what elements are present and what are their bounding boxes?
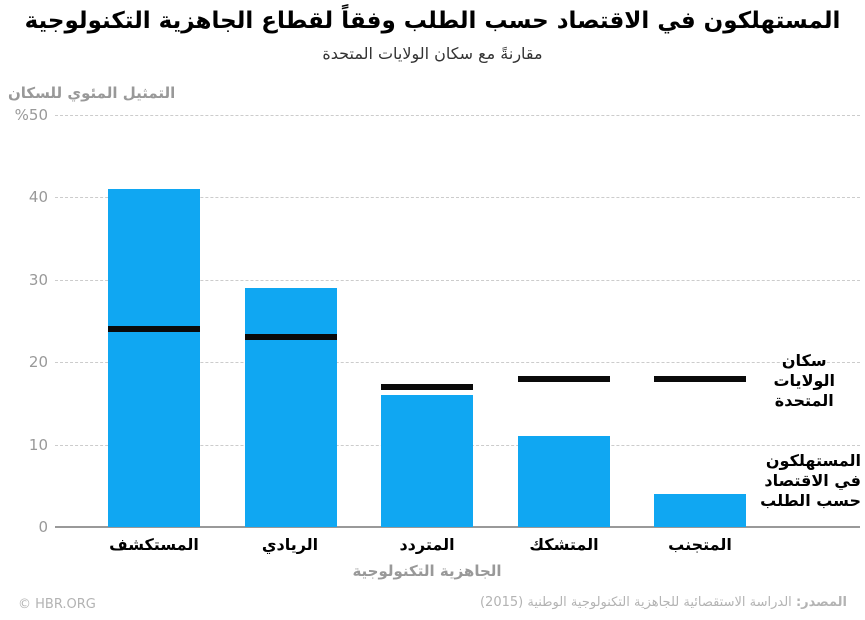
chart-title: المستهلكون في الاقتصاد حسب الطلب وفقاً ل… xyxy=(24,8,841,34)
us-population-marker-2 xyxy=(381,384,473,390)
plot-area xyxy=(55,115,860,528)
y-tick-10: 10 xyxy=(28,436,48,454)
legend-consumers-line-1: المستهلكون xyxy=(765,451,861,470)
bar-1 xyxy=(245,288,337,527)
legend-us-line-1: سكان xyxy=(781,351,827,370)
us-population-marker-3 xyxy=(518,376,610,382)
bar-0 xyxy=(108,189,200,527)
bar-4 xyxy=(654,494,746,527)
legend-consumers-line-2: في الاقتصاد xyxy=(764,471,861,490)
bar-3 xyxy=(518,436,610,527)
legend-us-line-3: المتحدة xyxy=(774,391,834,410)
us-population-marker-4 xyxy=(654,376,746,382)
legend-us-line-2: الولايات xyxy=(773,371,835,390)
gridline-20 xyxy=(55,362,860,363)
legend-consumers-line-3: حسب الطلب xyxy=(760,491,861,510)
y-tick-20: 20 xyxy=(28,353,48,371)
us-population-marker-0 xyxy=(108,326,200,332)
y-tick-30: 30 xyxy=(28,271,48,289)
gridline-30 xyxy=(55,280,860,281)
x-label-avoider: المتجنب xyxy=(668,535,732,554)
us-population-marker-1 xyxy=(245,334,337,340)
legend-us-population: سكان الولايات المتحدة xyxy=(773,351,835,411)
x-axis-baseline xyxy=(55,526,860,528)
x-axis-title: الجاهزية التكنولوجية xyxy=(352,562,502,580)
x-label-pioneer: الريادي xyxy=(261,535,319,554)
y-tick-40: 40 xyxy=(28,188,48,206)
gridline-50 xyxy=(55,115,860,116)
footer-source: المصدر: الدراسة الاستقصائية للجاهزية الت… xyxy=(480,595,847,610)
y-tick-50: %50 xyxy=(14,106,48,124)
footer-source-text: الدراسة الاستقصائية للجاهزية التكنولوجية… xyxy=(479,595,792,610)
gridline-40 xyxy=(55,197,860,198)
footer-copyright: © HBR.ORG xyxy=(18,597,96,612)
legend-consumers: المستهلكون في الاقتصاد حسب الطلب xyxy=(760,451,861,511)
y-axis-title: التمثيل المئوي للسكان xyxy=(8,84,176,102)
x-label-skeptic: المتشكك xyxy=(529,535,599,554)
footer-source-label: المصدر: xyxy=(795,595,847,610)
x-label-explorer: المستكشف xyxy=(109,535,199,554)
chart-subtitle: مقارنةً مع سكان الولايات المتحدة xyxy=(322,44,543,63)
y-tick-0: 0 xyxy=(38,518,48,536)
x-label-hesitant: المتردد xyxy=(399,535,455,554)
bar-2 xyxy=(381,395,473,527)
